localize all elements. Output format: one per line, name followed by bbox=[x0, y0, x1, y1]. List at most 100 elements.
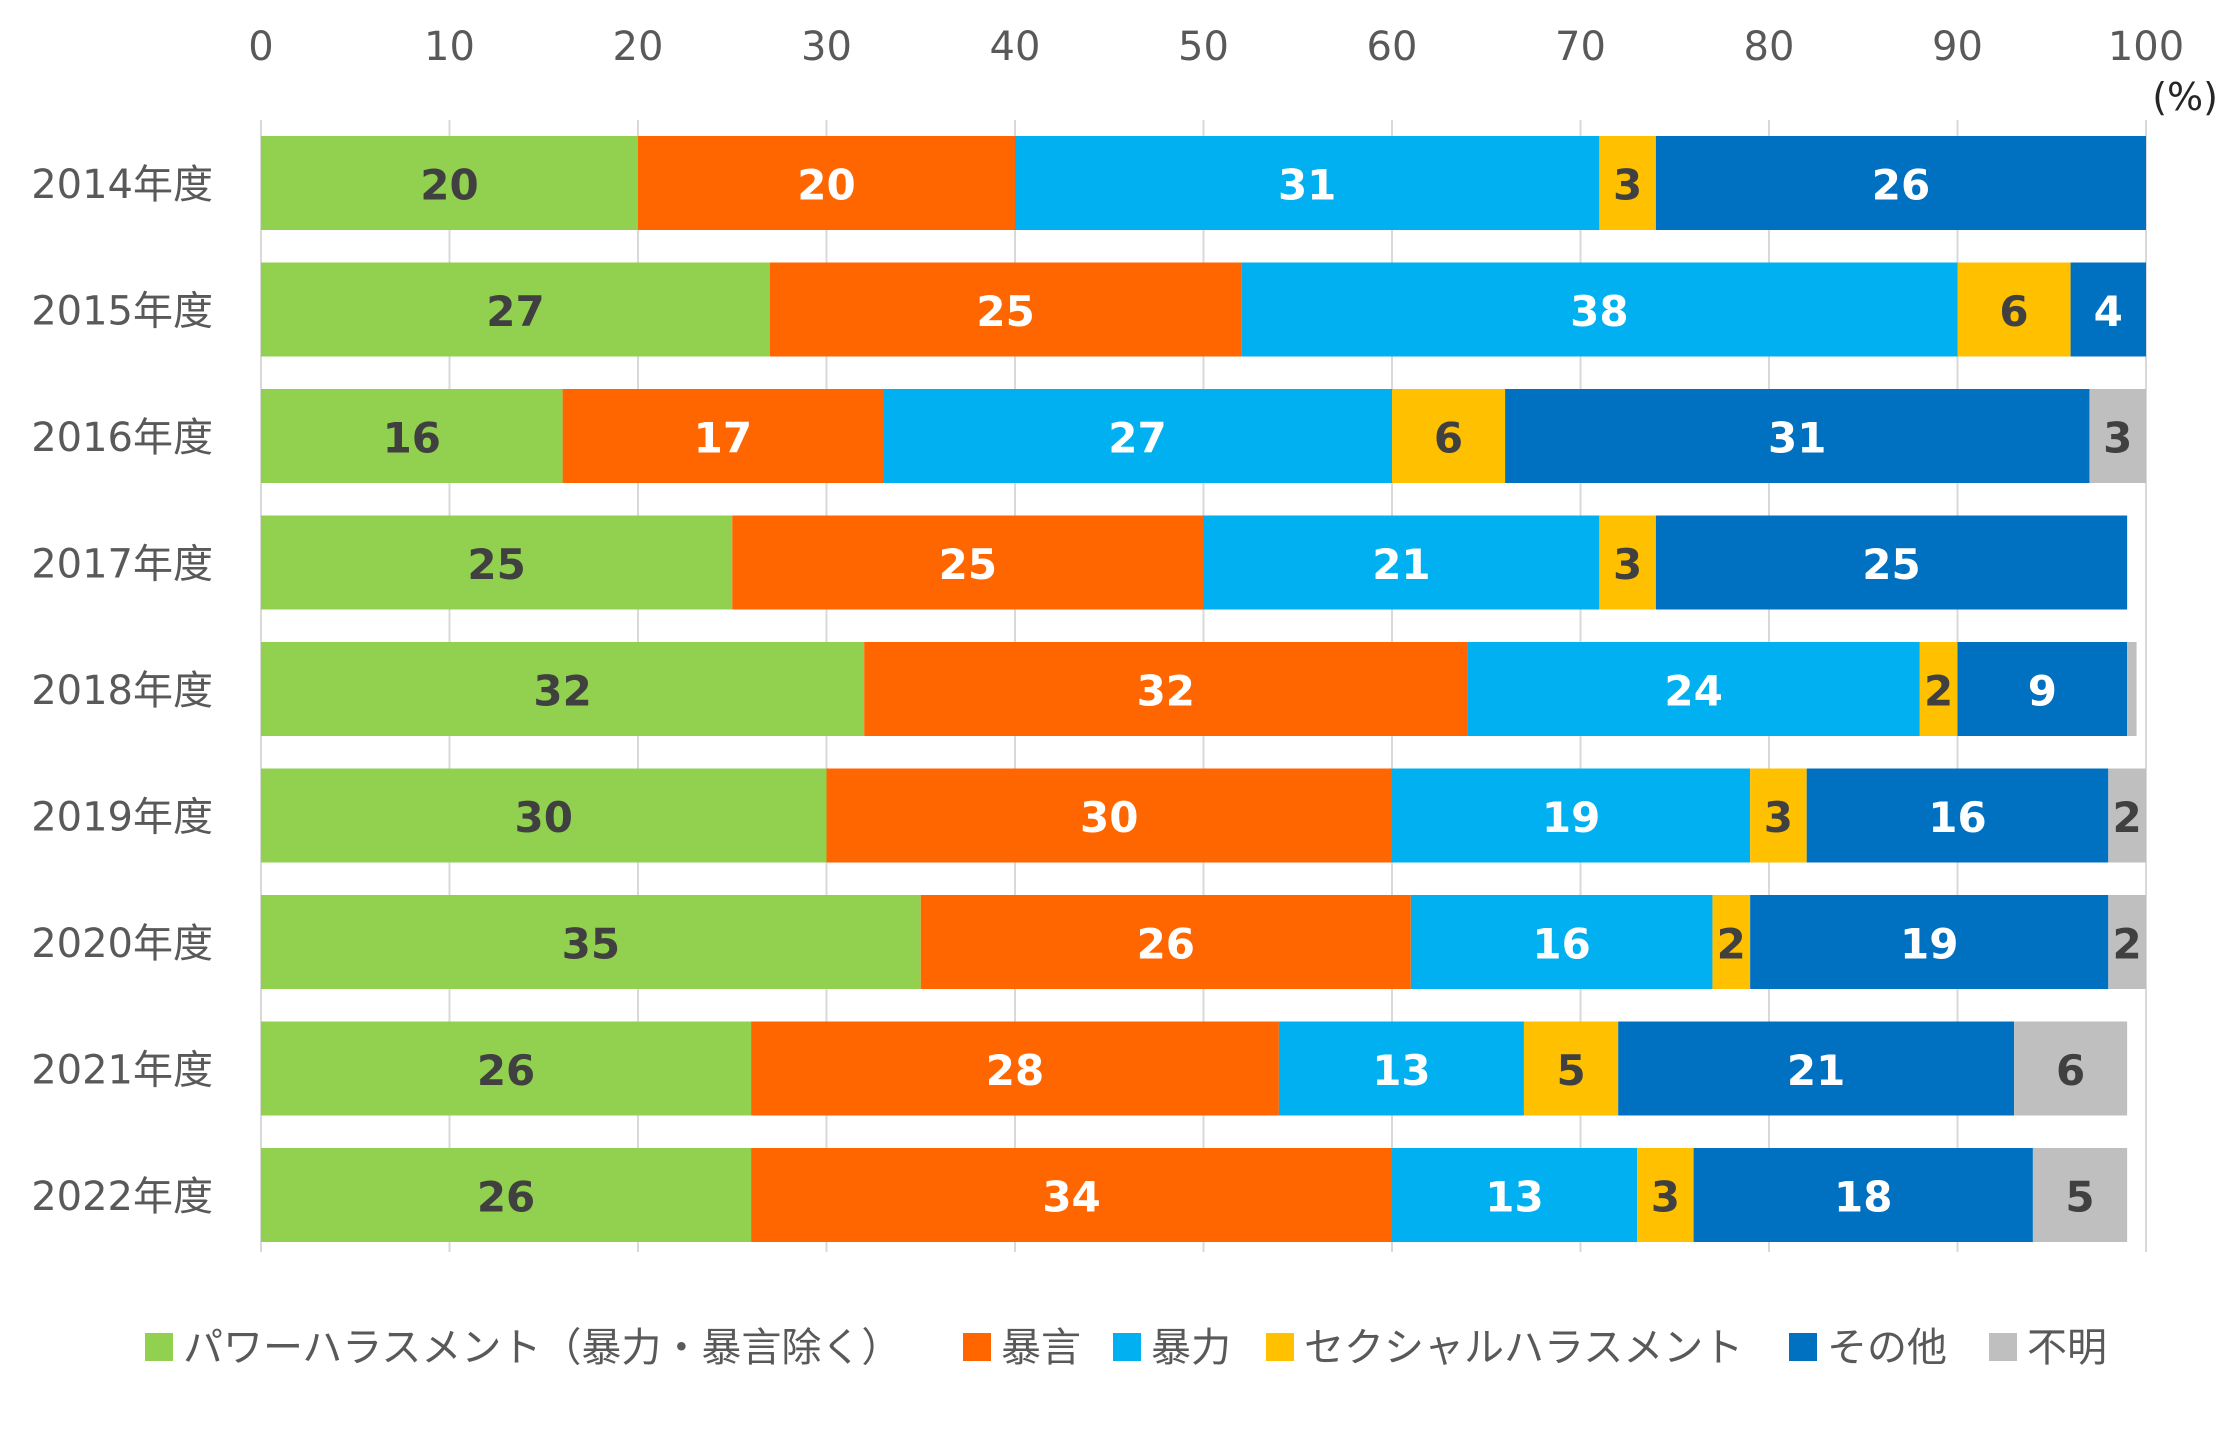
bar-segment-0-3 bbox=[261, 515, 733, 610]
bar-segment-5-5 bbox=[2108, 768, 2146, 863]
bar-segment-5-4 bbox=[2127, 642, 2137, 736]
data-label-4-8: 18 bbox=[1834, 1173, 1892, 1222]
data-label-1-7: 28 bbox=[986, 1046, 1044, 1095]
bar-segment-4-4 bbox=[1957, 642, 2128, 736]
category-label-0: 2014年度 bbox=[31, 162, 213, 208]
data-label-1-1: 25 bbox=[976, 287, 1034, 336]
legend-swatch-5 bbox=[1989, 1333, 2017, 1361]
legend-label-1: 暴言 bbox=[1001, 1325, 1081, 1371]
bar-segment-4-0 bbox=[1655, 136, 2146, 230]
bar-segment-1-8 bbox=[751, 1148, 1392, 1242]
bar-segment-2-3 bbox=[1203, 515, 1600, 610]
data-label-3-7: 5 bbox=[1556, 1046, 1585, 1095]
x-tick-label-70: 70 bbox=[1555, 24, 1606, 70]
bar-segment-3-8 bbox=[1637, 1148, 1694, 1242]
bar-segment-3-6 bbox=[1712, 895, 1751, 989]
data-label-2-4: 24 bbox=[1664, 667, 1722, 716]
bar-segment-5-7 bbox=[2014, 1021, 2128, 1116]
bar-segment-1-5 bbox=[826, 768, 1392, 863]
bar-segment-5-8 bbox=[2032, 1148, 2128, 1242]
x-tick-label-20: 20 bbox=[613, 24, 664, 70]
bar-segment-1-7 bbox=[751, 1021, 1279, 1116]
data-label-0-1: 27 bbox=[486, 287, 544, 336]
legend-swatch-4 bbox=[1789, 1333, 1817, 1361]
bar-segment-4-1 bbox=[2070, 262, 2146, 357]
bar-segment-5-2 bbox=[2089, 389, 2146, 483]
data-label-2-5: 19 bbox=[1542, 793, 1600, 842]
y-axis-categories: 2014年度 2015年度 2016年度 2017年度 2018年度 2019年度 2020… bbox=[31, 162, 213, 1220]
data-label-0-3: 25 bbox=[467, 540, 525, 589]
data-label-4-3: 25 bbox=[1862, 540, 1920, 589]
bar-segment-1-1 bbox=[769, 262, 1242, 357]
x-tick-label-0: 0 bbox=[248, 24, 273, 70]
legend-label-5: 不明 bbox=[2027, 1325, 2107, 1371]
data-label-3-5: 3 bbox=[1764, 793, 1793, 842]
bar-segment-2-6 bbox=[1410, 895, 1713, 989]
x-tick-label-10: 10 bbox=[424, 24, 475, 70]
data-label-2-2: 27 bbox=[1108, 414, 1166, 463]
legend-swatch-2 bbox=[1113, 1333, 1141, 1361]
data-label-2-3: 21 bbox=[1372, 540, 1430, 589]
x-tick-label-30: 30 bbox=[801, 24, 852, 70]
data-label-0-4: 32 bbox=[533, 667, 591, 716]
bar-segment-3-1 bbox=[1957, 262, 2071, 357]
bar-segment-0-0 bbox=[261, 136, 638, 230]
category-label-7: 2021年度 bbox=[31, 1048, 213, 1094]
bar-segment-2-5 bbox=[1392, 768, 1751, 863]
x-tick-label-40: 40 bbox=[990, 24, 1041, 70]
data-label-0-8: 26 bbox=[477, 1173, 535, 1222]
x-tick-label-90: 90 bbox=[1932, 24, 1983, 70]
category-label-1: 2015年度 bbox=[31, 289, 213, 335]
data-label-5-7: 6 bbox=[2056, 1046, 2085, 1095]
bar-segment-2-8 bbox=[1392, 1148, 1638, 1242]
bar-segment-3-3 bbox=[1599, 515, 1656, 610]
data-label-2-8: 13 bbox=[1485, 1173, 1543, 1222]
bar-segment-0-4 bbox=[261, 642, 865, 736]
bar-segment-1-4 bbox=[864, 642, 1468, 736]
legend: パワーハラスメント（暴力・暴言除く） 暴言 暴力 セクシャルハラスメント その他 不明 bbox=[145, 1325, 2107, 1371]
bar-segment-0-7 bbox=[261, 1021, 752, 1116]
data-label-1-6: 26 bbox=[1137, 920, 1195, 969]
legend-label-3: セクシャルハラスメント bbox=[1304, 1325, 1743, 1371]
bar-segment-2-4 bbox=[1467, 642, 1920, 736]
data-label-4-0: 26 bbox=[1872, 161, 1930, 210]
data-label-3-4: 2 bbox=[1924, 667, 1953, 716]
bar-segment-0-8 bbox=[261, 1148, 752, 1242]
data-label-1-5: 30 bbox=[1080, 793, 1138, 842]
data-label-0-2: 16 bbox=[383, 414, 441, 463]
bar-segment-0-1 bbox=[261, 262, 770, 357]
data-label-0-7: 26 bbox=[477, 1046, 535, 1095]
bar-segment-4-5 bbox=[1806, 768, 2109, 863]
data-label-3-6: 2 bbox=[1717, 920, 1746, 969]
data-label-2-0: 31 bbox=[1278, 161, 1336, 210]
bar-segment-4-6 bbox=[1750, 895, 2109, 989]
data-label-3-3: 3 bbox=[1613, 540, 1642, 589]
data-label-4-4: 9 bbox=[2028, 667, 2057, 716]
bar-segment-3-5 bbox=[1750, 768, 1807, 863]
data-label-4-1: 4 bbox=[2094, 287, 2123, 336]
category-label-8: 2022年度 bbox=[31, 1174, 213, 1220]
data-label-4-5: 16 bbox=[1928, 793, 1986, 842]
bar-segment-4-7 bbox=[1618, 1021, 2015, 1116]
data-label-1-4: 32 bbox=[1137, 667, 1195, 716]
x-tick-label-60: 60 bbox=[1367, 24, 1418, 70]
bar-segment-3-7 bbox=[1523, 1021, 1619, 1116]
category-label-2: 2016年度 bbox=[31, 415, 213, 461]
bar-segment-4-8 bbox=[1693, 1148, 2033, 1242]
data-label-3-2: 6 bbox=[1434, 414, 1463, 463]
data-label-5-6: 2 bbox=[2113, 920, 2142, 969]
legend-label-2: 暴力 bbox=[1151, 1325, 1231, 1371]
data-label-0-0: 20 bbox=[420, 161, 478, 210]
bar-segment-2-0 bbox=[1015, 136, 1600, 230]
unit-label: (%) bbox=[2152, 75, 2218, 119]
legend-swatch-3 bbox=[1266, 1333, 1294, 1361]
data-label-1-8: 34 bbox=[1042, 1173, 1100, 1222]
bar-segment-2-7 bbox=[1278, 1021, 1524, 1116]
x-tick-label-100: 100 bbox=[2108, 24, 2184, 70]
x-tick-label-80: 80 bbox=[1744, 24, 1795, 70]
bar-segment-4-2 bbox=[1505, 389, 2090, 483]
category-label-5: 2019年度 bbox=[31, 795, 213, 841]
bar-segment-1-0 bbox=[638, 136, 1015, 230]
